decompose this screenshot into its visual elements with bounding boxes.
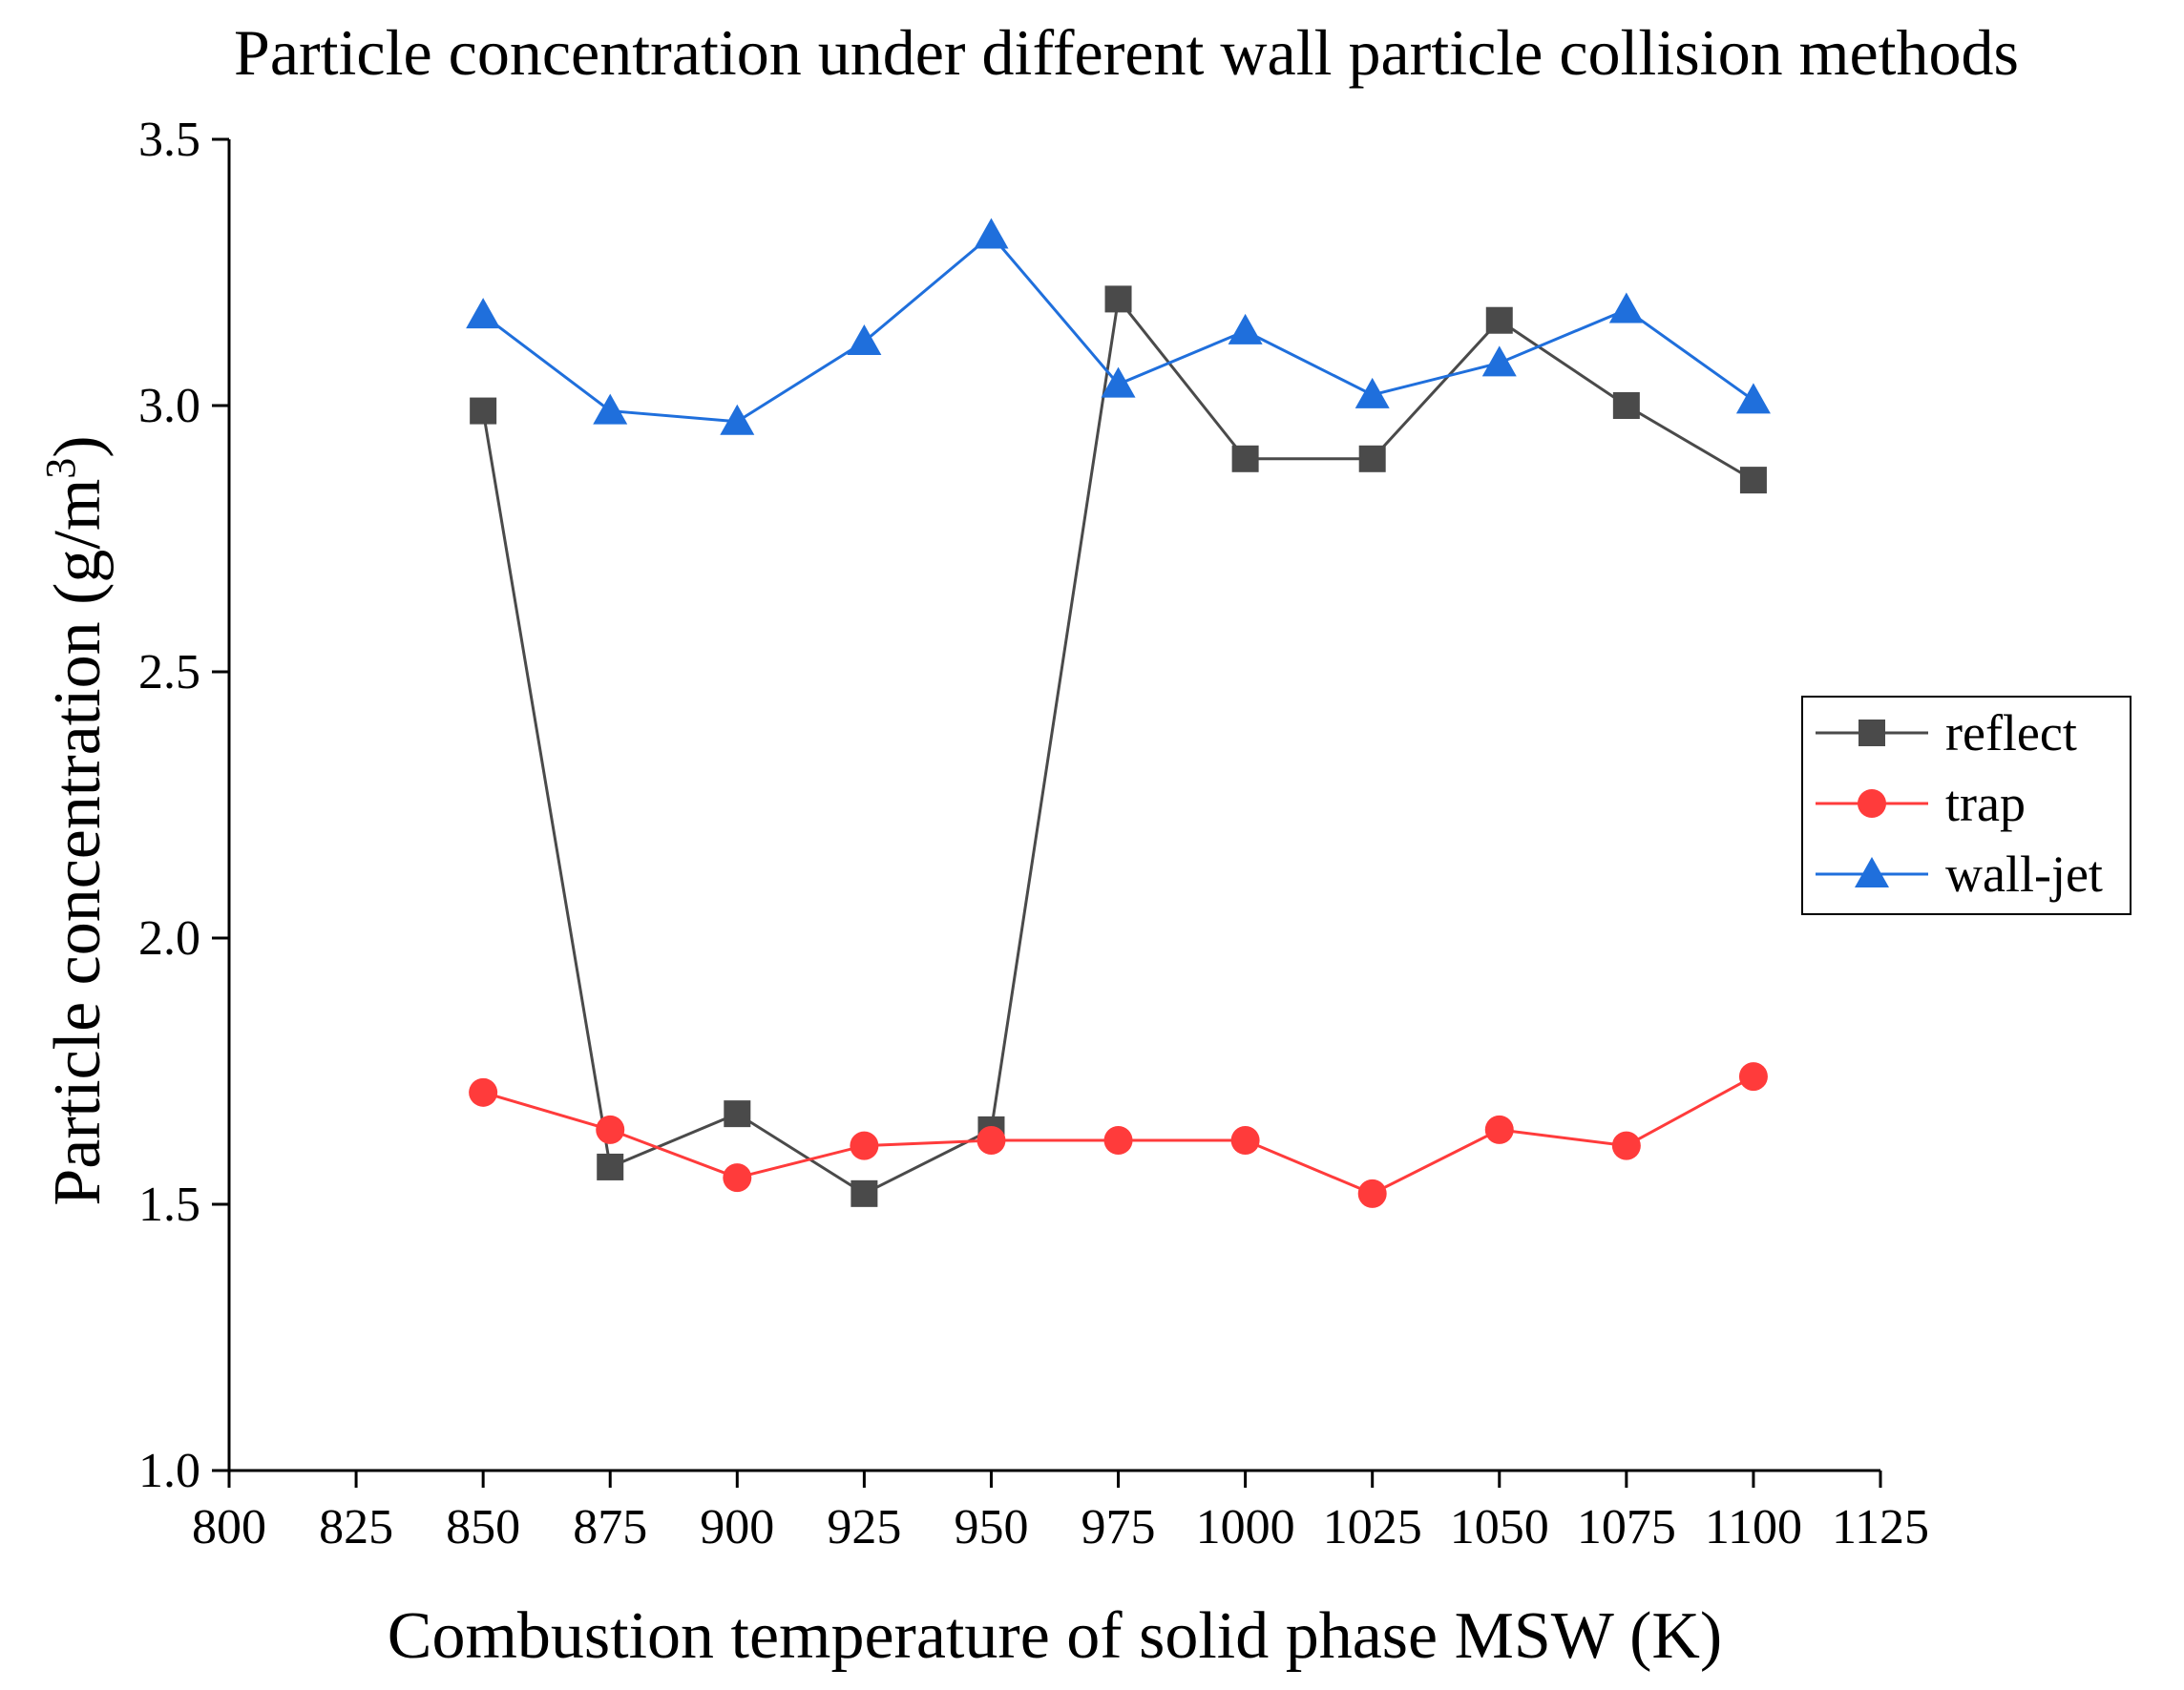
data-point-wall-jet [1481, 345, 1517, 377]
y-tick-label: 1.0 [138, 1444, 200, 1498]
data-point-wall-jet [847, 324, 882, 356]
y-axis-label-main: Particle concentration (g/m [41, 479, 115, 1206]
x-tick-label: 1075 [1577, 1500, 1676, 1554]
y-axis-label-sup: 3 [37, 458, 84, 479]
legend: reflect trap wall-jet [1801, 696, 2132, 915]
data-point-trap [1484, 1115, 1514, 1144]
y-tick-label: 2.0 [138, 911, 200, 966]
y-axis-label: Particle concentration (g/m3) [37, 435, 115, 1205]
x-tick-label: 800 [192, 1500, 266, 1554]
x-tick-label: 1025 [1323, 1500, 1422, 1554]
y-axis-label-close: ) [41, 435, 115, 457]
data-point-reflect [470, 397, 497, 425]
data-point-reflect [1739, 467, 1767, 494]
x-tick-label: 950 [954, 1500, 1028, 1554]
legend-label: reflect [1945, 704, 2077, 762]
data-point-wall-jet [466, 298, 501, 329]
x-tick-label: 1000 [1196, 1500, 1295, 1554]
y-tick-label: 1.5 [138, 1178, 200, 1232]
data-point-trap [469, 1077, 498, 1107]
x-tick-label: 925 [827, 1500, 901, 1554]
data-point-trap [723, 1163, 752, 1193]
data-point-reflect [724, 1100, 751, 1128]
plot-area: 800 825 850 875 900 925 950 975 1000 1025 1050 1075… [138, 113, 1929, 1554]
data-point-trap [976, 1126, 1006, 1156]
data-point-reflect [1104, 285, 1132, 313]
legend-label: trap [1945, 775, 2026, 832]
legend-item-reflect: reflect [1816, 704, 2077, 762]
x-ticks: 800 825 850 875 900 925 950 975 1000 1025 1050 1075… [192, 1471, 1929, 1554]
data-point-wall-jet [720, 404, 755, 435]
chart-title: Particle concentration under different w… [234, 16, 2019, 89]
x-axis-label: Combustion temperature of solid phase MS… [388, 1599, 1723, 1673]
data-point-wall-jet [974, 218, 1009, 249]
data-point-reflect [1485, 306, 1513, 334]
legend-item-trap: trap [1816, 775, 2026, 832]
data-point-wall-jet [1735, 383, 1771, 414]
y-tick-label: 3.0 [138, 379, 200, 433]
data-point-trap [850, 1131, 879, 1160]
data-point-wall-jet [1228, 313, 1263, 344]
data-point-reflect [1231, 445, 1259, 472]
x-tick-label: 1050 [1450, 1500, 1549, 1554]
data-point-trap [1103, 1126, 1133, 1156]
legend-marker [1855, 857, 1889, 887]
legend-label: wall-jet [1945, 845, 2103, 903]
data-point-trap [1738, 1062, 1768, 1092]
x-tick-label: 975 [1082, 1500, 1156, 1554]
data-point-trap [1357, 1179, 1387, 1208]
y-tick-label: 2.5 [138, 645, 200, 699]
y-ticks: 1.0 1.5 2.0 2.5 3.0 3.5 [138, 113, 229, 1498]
data-point-reflect [850, 1179, 878, 1207]
legend-item-wall-jet: wall-jet [1816, 845, 2103, 903]
series-layer [466, 218, 1771, 1208]
data-point-trap [596, 1115, 625, 1144]
data-point-wall-jet [1354, 377, 1390, 408]
data-point-wall-jet [1101, 366, 1136, 398]
series-trap [469, 1062, 1768, 1208]
legend-marker [1858, 720, 1885, 746]
x-tick-label: 900 [700, 1500, 774, 1554]
data-point-trap [1230, 1126, 1260, 1156]
data-point-reflect [1612, 392, 1640, 419]
data-point-wall-jet [593, 393, 628, 425]
x-tick-label: 825 [319, 1500, 393, 1554]
data-point-wall-jet [1608, 292, 1644, 323]
x-tick-label: 1100 [1705, 1500, 1802, 1554]
legend-marker [1858, 789, 1886, 818]
x-tick-label: 1125 [1832, 1500, 1929, 1554]
series-wall-jet [466, 218, 1771, 435]
x-tick-label: 850 [446, 1500, 520, 1554]
series-reflect [470, 285, 1767, 1207]
y-tick-label: 3.5 [138, 113, 200, 167]
series-line-reflect [481, 295, 1754, 1196]
data-point-reflect [1358, 445, 1386, 472]
legend-items: reflect trap wall-jet [1816, 704, 2103, 903]
data-point-reflect [597, 1153, 624, 1180]
x-tick-label: 875 [573, 1500, 647, 1554]
data-point-trap [1611, 1131, 1641, 1160]
